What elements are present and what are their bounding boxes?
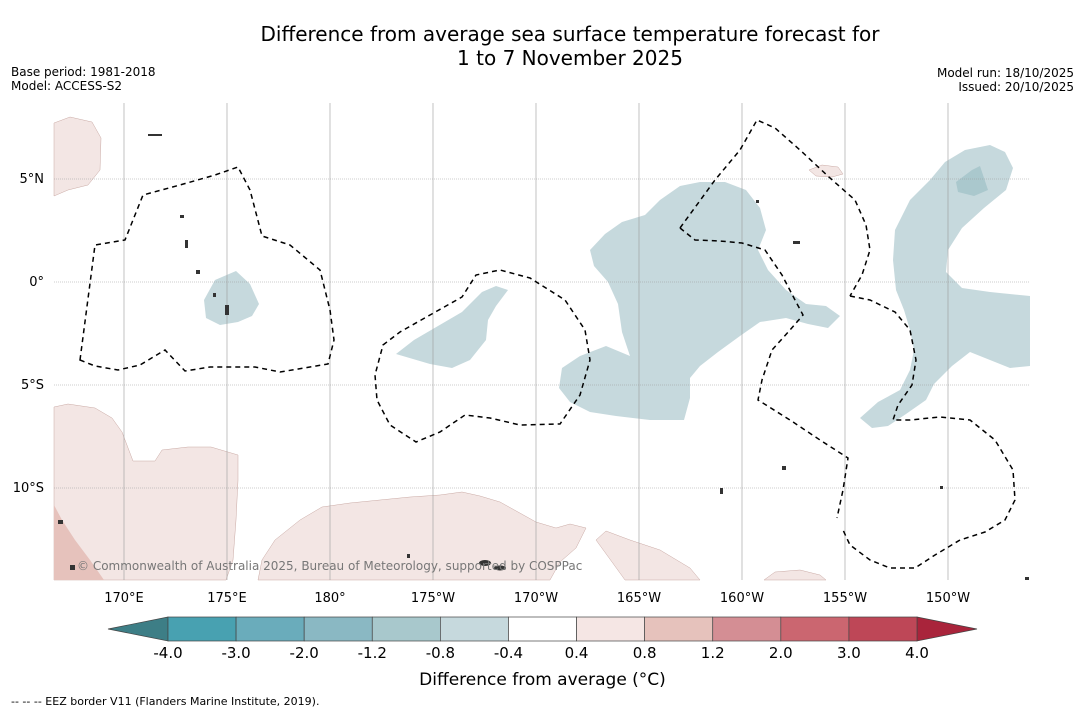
colorbar: -4.0 -3.0 -2.0 -1.2 -0.8 -0.4 0.4 0.8 1.2 2.0 3.0 4… <box>107 616 978 662</box>
eez-border-east-outer <box>842 295 1016 569</box>
eez-footnote: -- -- -- EEZ border V11 (Flanders Marine… <box>11 695 320 708</box>
colorbar-tick-label: 4.0 <box>905 644 929 662</box>
warm-region-south-east <box>595 530 701 581</box>
colorbar-high-extend <box>916 616 978 642</box>
islands <box>58 134 1029 580</box>
lon-label-170w: 170°W <box>514 591 558 606</box>
lon-label-170e: 170°E <box>104 591 144 606</box>
warm-region-northwest <box>53 116 102 197</box>
colorbar-box <box>712 616 782 642</box>
colorbar-box <box>576 616 645 642</box>
colorbar-box <box>371 616 441 642</box>
warm-region-southwest <box>53 403 239 581</box>
colorbar-tick-label: 3.0 <box>837 644 861 662</box>
model-run: Model run: 18/10/2025 <box>936 66 1074 80</box>
warm-region-north-east-islet <box>808 164 844 178</box>
colorbar-tick-label: 1.2 <box>701 644 725 662</box>
colorbar-axis-label: Difference from average (°C) <box>419 670 666 690</box>
eez-border-east-inner <box>679 227 849 519</box>
lon-label-155w: 155°W <box>823 591 867 606</box>
chart-title: Difference from average sea surface temp… <box>0 22 1085 70</box>
colorbar-tick-label: 0.8 <box>633 644 657 662</box>
colorbar-tick-label: -4.0 <box>153 644 182 662</box>
lon-label-175w: 175°W <box>411 591 455 606</box>
base-period: Base period: 1981-2018 <box>11 65 156 79</box>
lon-label-150w: 150°W <box>926 591 970 606</box>
colorbar-tick-label: -2.0 <box>290 644 319 662</box>
colorbar-box <box>508 616 577 642</box>
colorbar-tick-label: -3.0 <box>221 644 250 662</box>
title-line-1: Difference from average sea surface temp… <box>260 22 880 46</box>
eez-border-central <box>374 269 591 443</box>
eez-border-northeast <box>679 119 871 297</box>
colorbar-tick-label: 0.4 <box>565 644 589 662</box>
colorbar-box <box>167 616 237 642</box>
meta-left: Base period: 1981-2018 Model: ACCESS-S2 <box>11 65 156 93</box>
lat-label-5n: 5°N <box>20 172 45 187</box>
cool-region-far-east <box>860 145 1030 428</box>
cool-region-east-main <box>559 182 840 420</box>
issued-date: Issued: 20/10/2025 <box>958 80 1074 94</box>
colorbar-tick-label: -0.8 <box>426 644 455 662</box>
cool-region-west <box>204 271 259 325</box>
lat-label-10s: 10°S <box>13 481 44 496</box>
warm-region-south-central <box>257 491 587 581</box>
colorbar-box <box>303 616 373 642</box>
colorbar-tick-label: -1.2 <box>358 644 387 662</box>
colorbar-box <box>235 616 305 642</box>
lon-label-160w: 160°W <box>720 591 764 606</box>
lat-label-0: 0° <box>29 275 44 290</box>
meta-right: Model run: 18/10/2025 Issued: 20/10/2025 <box>937 66 1074 94</box>
lon-label-175e: 175°E <box>207 591 247 606</box>
colorbar-tick-label: -0.4 <box>494 644 523 662</box>
colorbar-tick-label: 2.0 <box>769 644 793 662</box>
eez-border-west <box>79 166 335 373</box>
cool-region-central <box>396 286 508 368</box>
warm-region-southwest-deep <box>54 505 104 580</box>
eez-borders <box>79 119 1016 569</box>
warm-region-far-south-east <box>763 569 827 581</box>
colorbar-low-extend <box>107 616 169 642</box>
lat-label-5s: 5°S <box>21 378 44 393</box>
copyright-text: © Commonwealth of Australia 2025, Bureau… <box>77 559 582 573</box>
lon-label-165w: 165°W <box>617 591 661 606</box>
cool-region-far-east-core <box>956 166 988 196</box>
title-line-2: 1 to 7 November 2025 <box>457 46 683 70</box>
colorbar-box <box>848 616 918 642</box>
colorbar-box <box>780 616 850 642</box>
colorbar-box <box>644 616 714 642</box>
lon-label-180: 180° <box>314 591 345 606</box>
map-area: © Commonwealth of Australia 2025, Bureau… <box>13 103 1030 606</box>
model-name: Model: ACCESS-S2 <box>11 79 123 93</box>
graticule <box>54 103 1030 580</box>
colorbar-box <box>440 616 509 642</box>
